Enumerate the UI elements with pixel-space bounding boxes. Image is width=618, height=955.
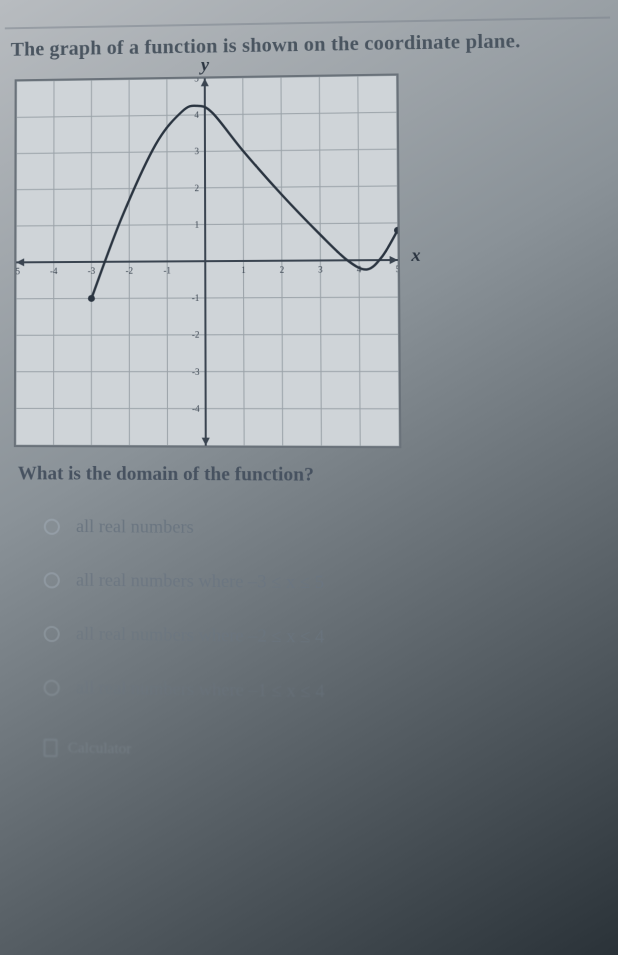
option-b[interactable]: all real numbers where –3 ≤ x ≤ 5 (44, 569, 618, 596)
radio-icon (44, 625, 60, 641)
svg-text:-1: -1 (192, 293, 200, 303)
y-axis-label: y (201, 54, 209, 75)
x-axis-label: x (411, 245, 420, 266)
calculator-button[interactable]: Calculator (43, 739, 618, 768)
calculator-label: Calculator (68, 740, 132, 759)
radio-icon (44, 572, 60, 588)
coordinate-graph: y x -5-4-3-2-112345-4-3-2-112345 (14, 73, 402, 448)
question-text: What is the domain of the function? (18, 463, 616, 488)
svg-text:1: 1 (195, 219, 200, 229)
divider-top (5, 17, 610, 30)
option-d[interactable]: all real numbers where –1 ≤ x ≤ 4 (44, 677, 618, 707)
svg-text:-2: -2 (192, 330, 200, 340)
svg-text:3: 3 (318, 264, 323, 274)
option-a[interactable]: all real numbers (44, 516, 617, 541)
svg-text:2: 2 (195, 183, 200, 193)
svg-text:-4: -4 (50, 266, 58, 276)
prompt-text: The graph of a function is shown on the … (11, 29, 611, 62)
calculator-icon (43, 739, 57, 758)
svg-text:3: 3 (194, 146, 199, 156)
svg-text:-4: -4 (192, 403, 200, 413)
svg-text:-1: -1 (163, 265, 171, 275)
graph-svg: -5-4-3-2-112345-4-3-2-112345 (16, 75, 399, 446)
svg-text:5: 5 (194, 75, 199, 83)
svg-text:1: 1 (241, 265, 246, 275)
option-label: all real numbers (76, 516, 194, 538)
svg-text:-5: -5 (16, 266, 21, 276)
svg-text:2: 2 (280, 265, 285, 275)
option-label: all real numbers where –2 ≤ x ≤ 4 (76, 623, 325, 648)
radio-icon (44, 518, 60, 534)
svg-text:-3: -3 (88, 266, 96, 276)
option-c[interactable]: all real numbers where –2 ≤ x ≤ 4 (44, 623, 618, 652)
svg-text:5: 5 (396, 264, 400, 274)
svg-text:4: 4 (194, 110, 199, 120)
option-label: all real numbers where –1 ≤ x ≤ 4 (76, 677, 325, 702)
svg-text:-2: -2 (126, 265, 133, 275)
radio-icon (44, 679, 60, 696)
answer-options: all real numbers all real numbers where … (44, 516, 618, 707)
svg-text:-3: -3 (192, 367, 200, 377)
option-label: all real numbers where –3 ≤ x ≤ 5 (76, 569, 324, 593)
